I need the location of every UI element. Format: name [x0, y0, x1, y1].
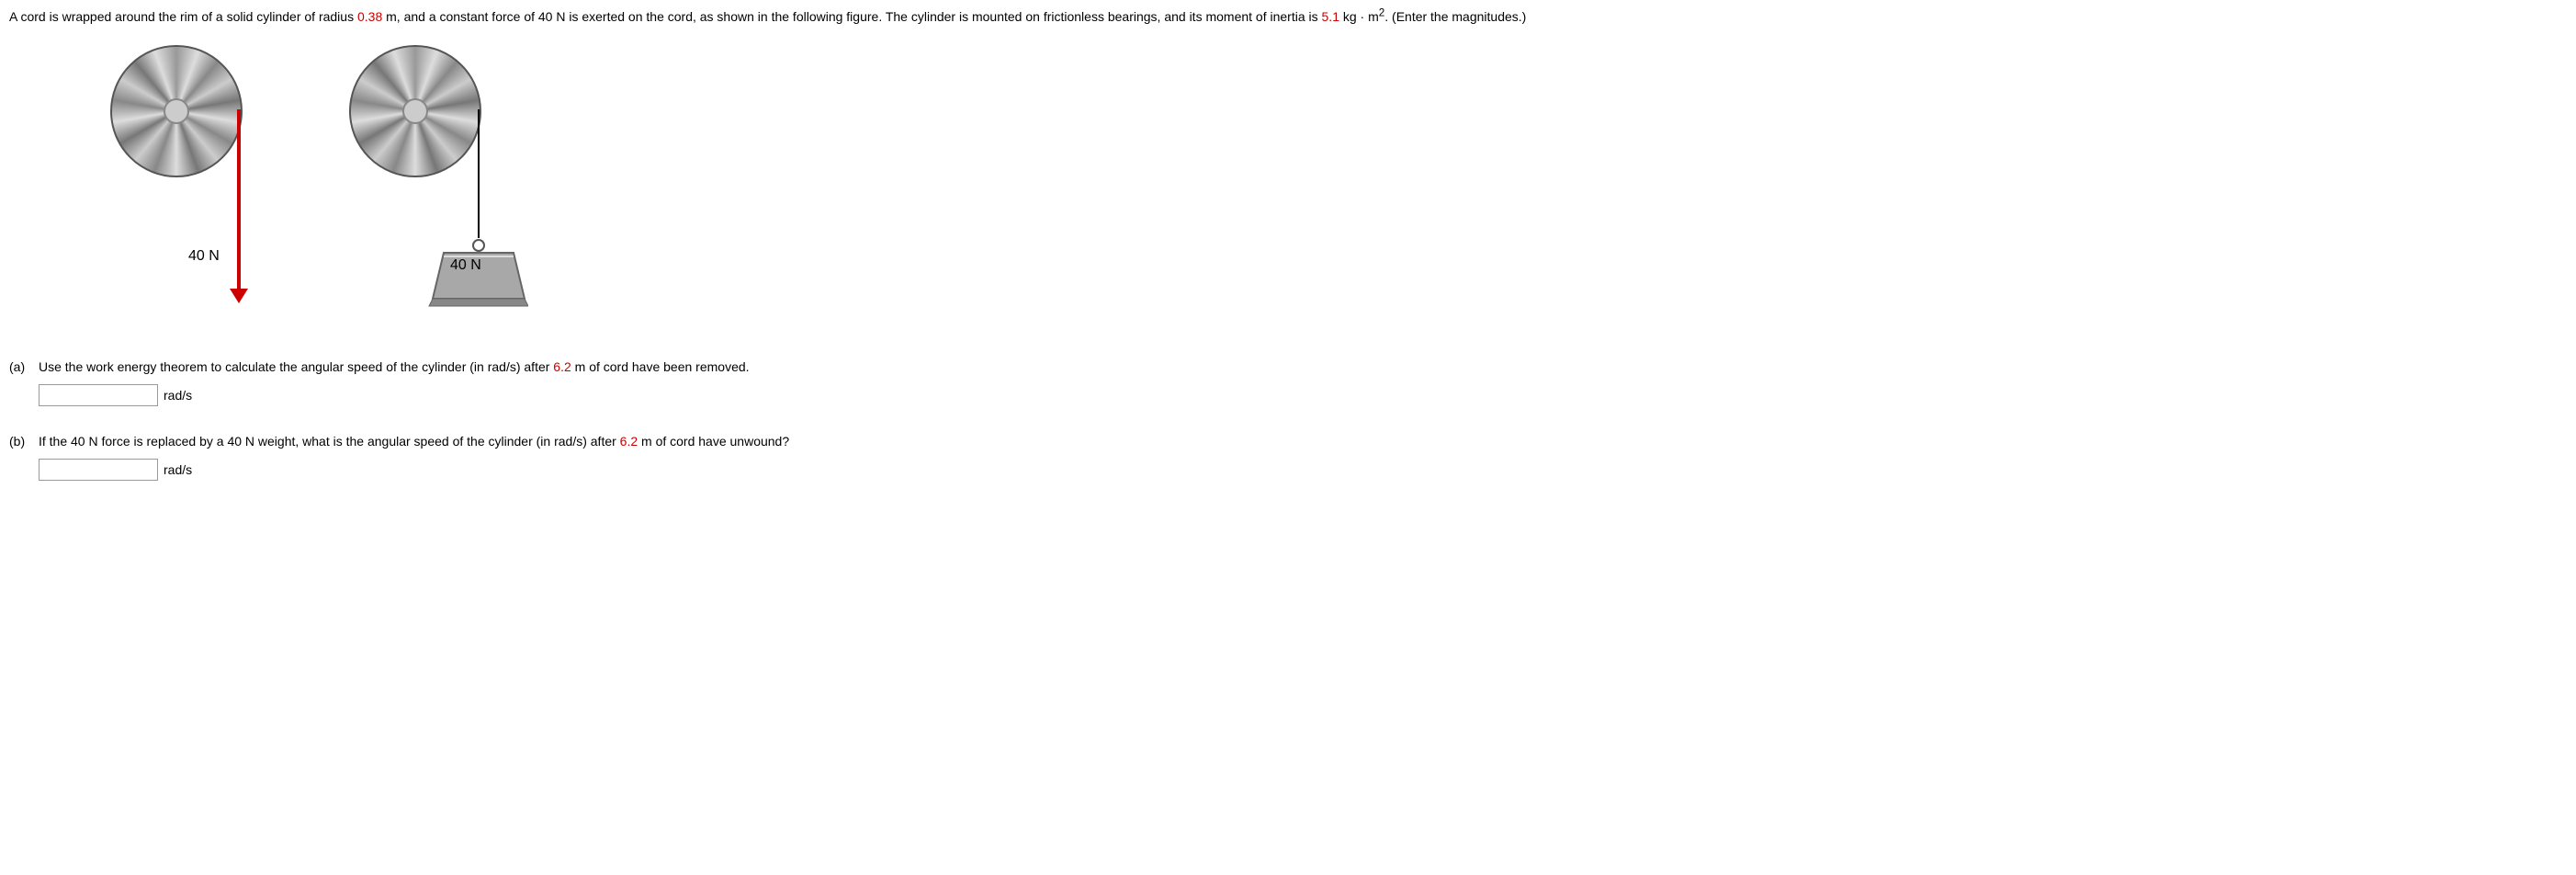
part-b-text-post: m of cord have unwound?: [638, 434, 789, 449]
part-a-unit: rad/s: [164, 386, 192, 405]
part-b-text-pre: If the 40 N force is replaced by a 40 N …: [39, 434, 620, 449]
part-a-distance: 6.2: [553, 359, 571, 374]
figure-right: 40 N: [322, 45, 505, 330]
force-arrow-shaft: [237, 109, 241, 293]
part-b-label: (b): [9, 432, 39, 451]
intro-text-4: . (Enter the magnitudes.): [1384, 9, 1526, 24]
cylinder-hub-left: [164, 98, 189, 124]
force-arrow-head: [230, 289, 248, 303]
part-b-unit: rad/s: [164, 460, 192, 480]
part-b-answer-input[interactable]: [39, 459, 158, 481]
problem-statement: A cord is wrapped around the rim of a so…: [9, 7, 2567, 27]
part-a-text-post: m of cord have been removed.: [571, 359, 750, 374]
part-a-text-pre: Use the work energy theorem to calculate…: [39, 359, 553, 374]
part-a-question: Use the work energy theorem to calculate…: [39, 358, 2567, 377]
inertia-value: 5.1: [1322, 9, 1339, 24]
part-a: (a) Use the work energy theorem to calcu…: [9, 358, 2567, 406]
part-a-label: (a): [9, 358, 39, 377]
radius-value: 0.38: [357, 9, 382, 24]
part-b-question: If the 40 N force is replaced by a 40 N …: [39, 432, 2567, 451]
part-a-answer-input[interactable]: [39, 384, 158, 406]
cylinder-hub-right: [402, 98, 428, 124]
cord-line: [478, 109, 480, 238]
intro-text-3: kg · m: [1339, 9, 1379, 24]
figure-left: 40 N: [83, 45, 266, 330]
part-b: (b) If the 40 N force is replaced by a 4…: [9, 432, 2567, 481]
force-label-right: 40 N: [450, 255, 481, 277]
figure: 40 N 40 N: [83, 45, 2567, 330]
intro-text-2: m, and a constant force of 40 N is exert…: [382, 9, 1321, 24]
intro-text-1: A cord is wrapped around the rim of a so…: [9, 9, 357, 24]
force-label-left: 40 N: [188, 245, 220, 267]
part-b-distance: 6.2: [620, 434, 638, 449]
